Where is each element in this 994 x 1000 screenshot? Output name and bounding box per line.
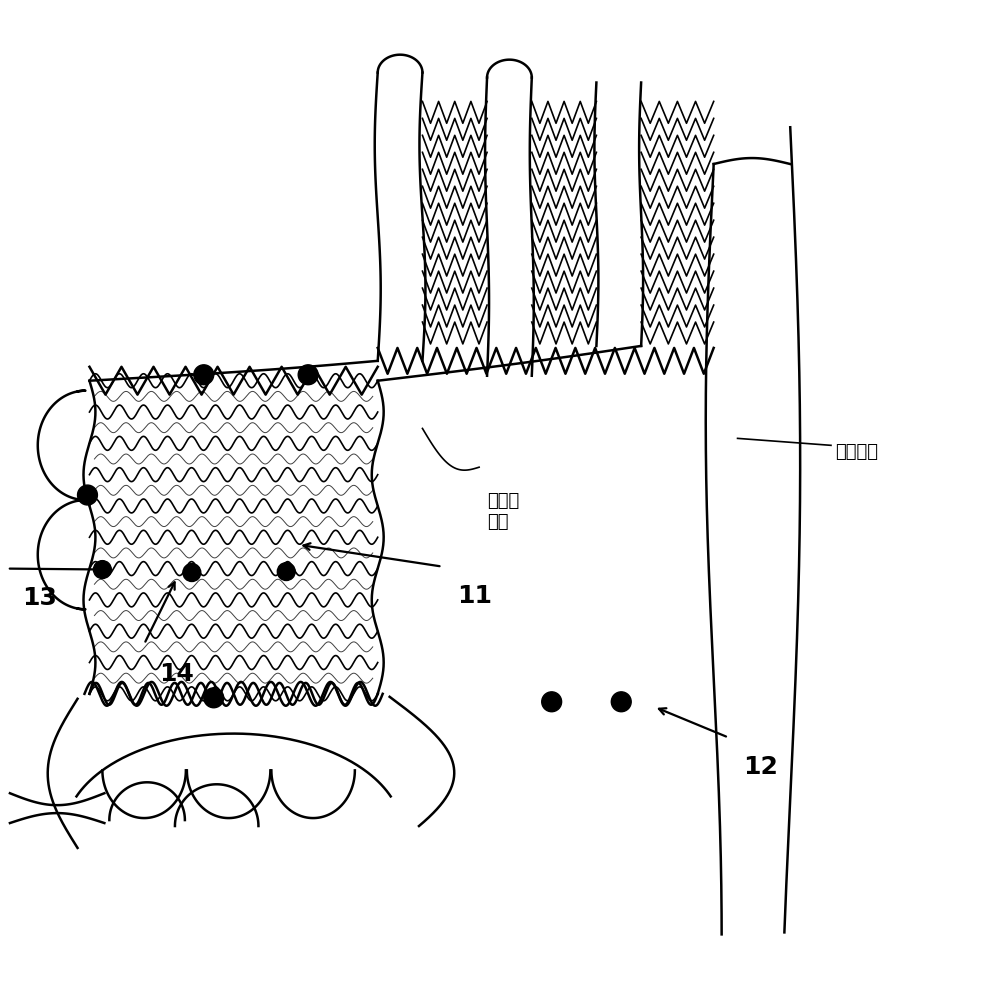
Text: 升主动
脉弓: 升主动 脉弓 — [487, 492, 519, 531]
Circle shape — [611, 692, 631, 712]
Circle shape — [542, 692, 562, 712]
Circle shape — [277, 563, 295, 581]
Circle shape — [78, 485, 97, 505]
Text: 14: 14 — [159, 662, 194, 686]
Text: 11: 11 — [457, 584, 492, 608]
Text: 13: 13 — [22, 586, 57, 610]
Circle shape — [194, 365, 214, 385]
Circle shape — [204, 688, 224, 708]
Circle shape — [93, 561, 111, 579]
Text: 12: 12 — [744, 755, 778, 779]
Circle shape — [183, 564, 201, 582]
Circle shape — [298, 365, 318, 385]
Text: 降主动脉: 降主动脉 — [835, 443, 878, 461]
